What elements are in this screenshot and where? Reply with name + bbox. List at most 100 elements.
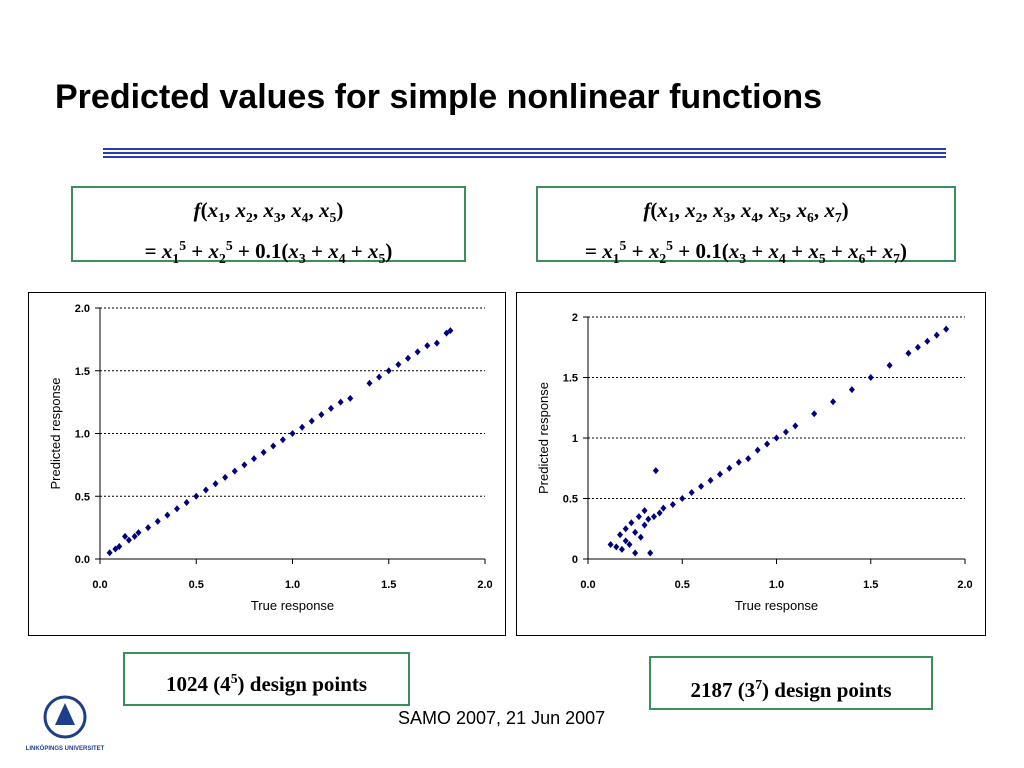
x-axis-label: True response <box>735 598 818 613</box>
point <box>637 533 644 541</box>
x-tick-label: 1.5 <box>381 579 396 591</box>
point <box>735 458 742 466</box>
text-run: + <box>626 239 649 264</box>
point <box>231 467 238 475</box>
point <box>669 501 676 509</box>
text-run: ( <box>200 198 208 222</box>
point <box>650 513 657 521</box>
text-run: , <box>280 198 292 222</box>
text-run: 4 <box>751 210 759 226</box>
point <box>867 374 874 381</box>
text-run: 5 <box>779 210 786 226</box>
x-axis-label: True response <box>251 598 334 613</box>
point <box>122 532 129 540</box>
y-axis-label: Predicted response <box>48 377 63 489</box>
text-run: f <box>193 198 201 222</box>
point <box>366 379 373 387</box>
point <box>645 515 652 523</box>
text-run: x <box>796 198 807 222</box>
text-run: , <box>702 198 713 222</box>
point <box>617 531 624 539</box>
logo-text: LINKÖPINGS UNIVERSITET <box>25 746 105 752</box>
point <box>764 440 771 448</box>
text-run: 3 <box>273 210 281 226</box>
point <box>433 339 440 347</box>
text-run: , <box>674 198 686 222</box>
text-run: ) design points <box>762 678 892 702</box>
text-run: + 0.1( <box>673 239 729 264</box>
text-run: 2 <box>695 210 703 226</box>
point <box>886 361 893 369</box>
text-run: f <box>643 198 651 222</box>
x-tick-label: 0.0 <box>92 579 107 591</box>
text-run: + 0.1( <box>232 239 289 264</box>
point <box>112 545 119 553</box>
text-run: 1024 (4 <box>165 672 231 696</box>
x-tick-label: 2.0 <box>477 579 492 591</box>
point <box>679 495 686 502</box>
text-run: x <box>740 198 752 222</box>
y-tick-label: 0.0 <box>75 554 90 566</box>
y-tick-label: 0.5 <box>75 491 90 503</box>
point <box>385 367 392 375</box>
point <box>924 337 931 345</box>
point <box>145 524 152 532</box>
text-run: ) <box>336 198 344 222</box>
point <box>773 434 780 442</box>
text-run: x <box>328 239 339 264</box>
point <box>443 329 450 337</box>
point <box>308 417 315 425</box>
point <box>447 327 454 335</box>
point <box>299 423 306 431</box>
text-run: , <box>730 198 741 222</box>
text-run: + <box>345 239 368 264</box>
text-run: 5 <box>329 210 337 226</box>
point <box>811 410 818 418</box>
point <box>641 521 648 529</box>
slide-title: Predicted values for simple nonlinear fu… <box>55 78 823 116</box>
point <box>337 398 344 406</box>
text-run: , <box>813 198 825 222</box>
text-run: ) design points <box>237 672 368 696</box>
point <box>782 428 789 436</box>
point <box>270 442 277 450</box>
logo-mark <box>43 695 87 739</box>
point <box>635 513 642 521</box>
text-run: 5 <box>378 251 386 267</box>
point <box>193 492 200 500</box>
x-tick-label: 2.0 <box>957 579 972 591</box>
text-run: 4 <box>779 251 786 267</box>
text-run: 3 <box>298 251 306 267</box>
chart-frame <box>516 292 986 636</box>
text-run: x <box>208 239 220 264</box>
text-run: ) <box>899 239 907 264</box>
y-tick-label: 1.5 <box>75 366 90 378</box>
point <box>641 507 648 515</box>
point <box>848 386 855 394</box>
point <box>688 488 695 496</box>
point <box>622 537 629 545</box>
text-run: + <box>305 239 329 264</box>
text-run: x <box>768 239 780 264</box>
logo: LINKÖPINGS UNIVERSITET <box>20 695 110 752</box>
text-run: , <box>225 198 236 222</box>
text-run: x <box>824 198 835 222</box>
rule <box>103 156 946 158</box>
point <box>212 480 219 488</box>
text-run: 1 <box>667 210 675 226</box>
text-run: + <box>865 239 883 264</box>
text-run: x <box>291 198 302 222</box>
text-run: x <box>685 198 696 222</box>
point <box>905 349 912 357</box>
text-run: x <box>602 239 613 264</box>
text-run: x <box>288 239 299 264</box>
text-run: + <box>746 239 769 264</box>
point <box>183 499 190 507</box>
text-run: = <box>585 239 603 264</box>
x-tick-label: 1.0 <box>285 579 300 591</box>
point <box>405 354 411 362</box>
point <box>943 325 950 333</box>
text-run: 6 <box>806 210 814 226</box>
point <box>754 446 761 454</box>
x-tick-label: 1.5 <box>863 579 878 591</box>
